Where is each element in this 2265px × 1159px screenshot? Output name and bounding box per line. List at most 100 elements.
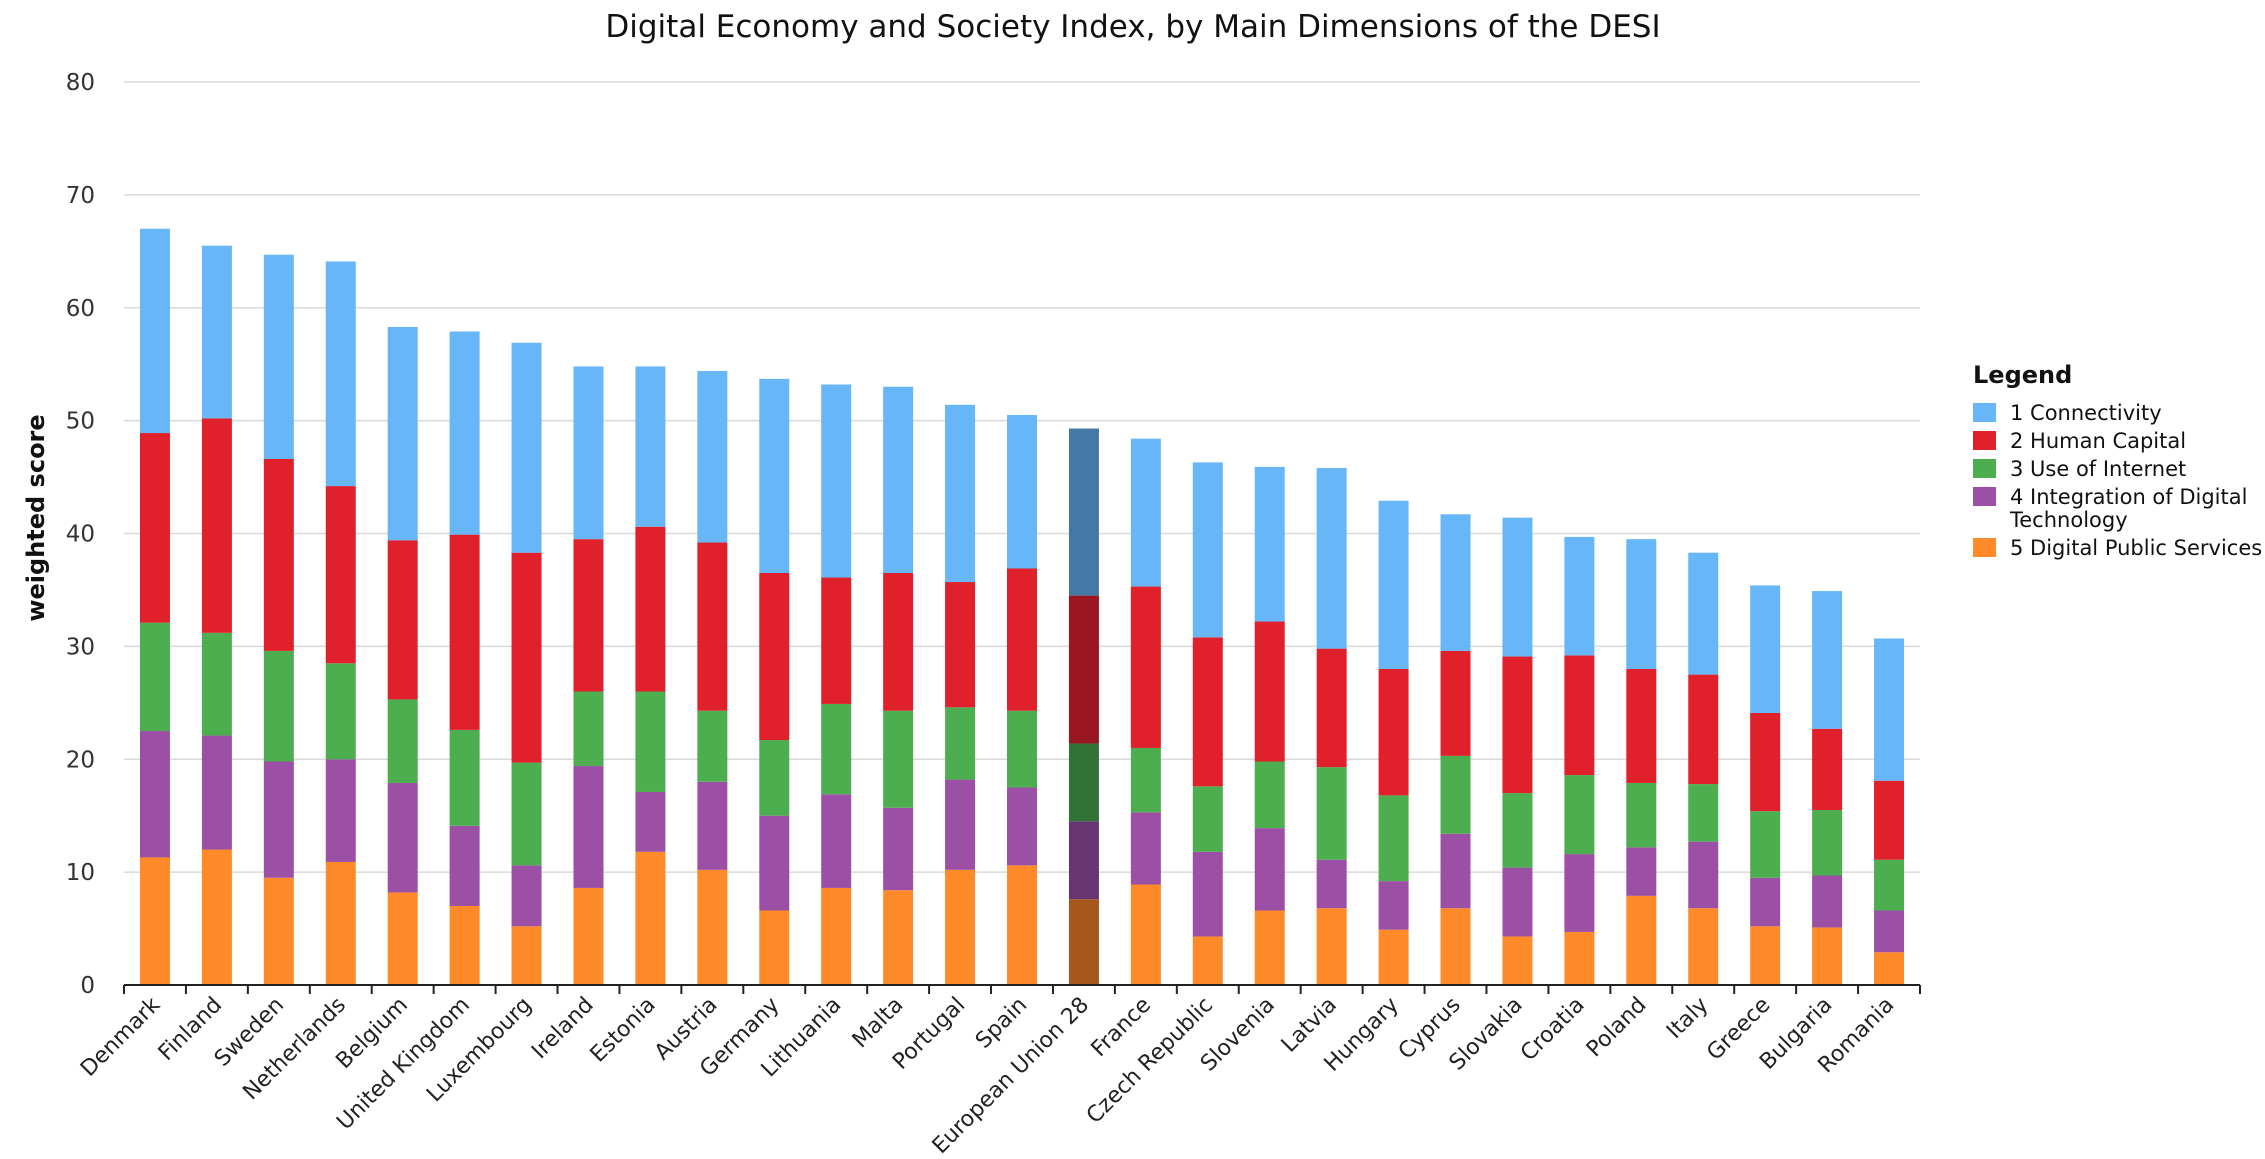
bar-italy-series-4: [1688, 674, 1719, 785]
bar-netherlands-series-3: [325, 663, 356, 760]
bar-united-kingdom-series-5: [449, 331, 480, 535]
x-tick-label: Spain: [971, 993, 1032, 1054]
bar-germany-series-1: [759, 910, 790, 985]
legend-entry: 2 Human Capital: [2010, 429, 2186, 453]
bar-ireland-series-3: [573, 691, 604, 767]
bar-france-series-1: [1130, 884, 1161, 985]
x-axis-ticks: DenmarkFinlandSwedenNetherlandsBelgiumUn…: [76, 992, 1899, 1159]
bar-netherlands-series-2: [325, 759, 356, 862]
y-tick-label-80: 80: [66, 70, 95, 96]
bar-germany-series-3: [759, 740, 790, 816]
bar-poland-series-1: [1626, 895, 1657, 985]
bar-luxembourg-series-4: [511, 552, 542, 763]
bar-poland-series-5: [1626, 539, 1657, 669]
bar-belgium-series-1: [387, 892, 418, 985]
bar-hungary-series-1: [1378, 929, 1409, 985]
bar-romania-series-1: [1874, 952, 1905, 985]
bar-malta-series-1: [883, 890, 914, 985]
x-tick-label: Poland: [1582, 993, 1652, 1063]
bar-finland-series-3: [201, 632, 232, 736]
bar-latvia-series-4: [1316, 648, 1347, 768]
y-axis-label: weighted score: [22, 414, 50, 621]
legend-entry: 1 Connectivity: [2010, 401, 2162, 425]
bar-slovakia-series-1: [1502, 936, 1533, 985]
bar-lithuania-series-1: [821, 887, 852, 985]
bar-estonia-series-1: [635, 851, 666, 985]
bar-luxembourg-series-3: [511, 762, 542, 866]
bar-austria-series-3: [697, 710, 728, 782]
bar-netherlands-series-4: [325, 486, 356, 664]
bar-estonia-series-3: [635, 691, 666, 792]
bar-belgium-series-5: [387, 326, 418, 541]
bar-malta-series-3: [883, 710, 914, 808]
bar-spain-series-4: [1007, 568, 1037, 711]
bar-malta-series-2: [883, 807, 914, 891]
bar-united-kingdom-series-4: [449, 534, 480, 730]
y-tick-label-50: 50: [66, 409, 95, 435]
y-tick-label-40: 40: [66, 522, 95, 548]
bar-slovenia-series-3: [1254, 761, 1285, 829]
bar-slovenia-series-2: [1254, 828, 1285, 911]
bar-austria-series-2: [697, 781, 728, 870]
x-tick-label: Italy: [1662, 993, 1713, 1044]
bar-hungary-series-2: [1378, 881, 1409, 930]
bar-greece-series-5: [1750, 585, 1781, 713]
x-axis: [123, 984, 1921, 994]
bar-united-kingdom-series-2: [449, 825, 480, 906]
bar-hungary-series-3: [1378, 795, 1409, 882]
bar-european-union-28-series-2: [1068, 821, 1099, 900]
bar-luxembourg-series-1: [511, 926, 542, 985]
y-tick-label-10: 10: [66, 860, 95, 886]
bar-denmark-series-3: [139, 622, 170, 732]
bar-romania-series-5: [1874, 638, 1905, 781]
bar-croatia-series-4: [1564, 655, 1595, 776]
bar-estonia-series-5: [635, 366, 666, 527]
y-tick-label-70: 70: [66, 183, 95, 209]
legend-swatch: [1973, 538, 1996, 557]
bar-italy-series-2: [1688, 841, 1719, 909]
legend-swatch: [1973, 431, 1996, 450]
bar-belgium-series-4: [387, 540, 418, 700]
bar-segments: [139, 228, 1905, 985]
bar-slovenia-series-1: [1254, 910, 1285, 985]
x-tick-label: Denmark: [76, 992, 165, 1081]
bar-croatia-series-3: [1564, 775, 1595, 855]
bar-lithuania-series-5: [821, 384, 852, 578]
bar-ireland-series-1: [573, 887, 604, 985]
bar-finland-series-1: [201, 849, 232, 985]
bar-european-union-28-series-1: [1068, 899, 1099, 985]
bar-slovakia-series-5: [1502, 517, 1533, 657]
bar-cyprus-series-4: [1440, 650, 1471, 756]
bar-european-union-28-series-5: [1068, 428, 1099, 596]
bar-ireland-series-4: [573, 539, 604, 692]
bar-spain-series-1: [1007, 865, 1037, 985]
bar-latvia-series-1: [1316, 908, 1347, 985]
bar-italy-series-5: [1688, 552, 1719, 675]
bar-spain-series-2: [1007, 787, 1037, 866]
bar-italy-series-3: [1688, 784, 1719, 842]
bar-belgium-series-2: [387, 782, 418, 893]
legend-entry: 4 Integration of Digital Technology: [2009, 485, 2247, 532]
bar-denmark-series-4: [139, 433, 170, 623]
bar-slovakia-series-3: [1502, 793, 1533, 868]
bar-greece-series-4: [1750, 712, 1781, 812]
y-tick-label-60: 60: [66, 296, 95, 322]
bar-romania-series-2: [1874, 910, 1905, 953]
bar-france-series-3: [1130, 747, 1161, 813]
bar-france-series-2: [1130, 812, 1161, 885]
legend: Legend 1 Connectivity 2 Human Capital 3 Us…: [1973, 361, 2262, 560]
bar-poland-series-4: [1626, 668, 1657, 783]
bar-poland-series-2: [1626, 847, 1657, 896]
bar-romania-series-4: [1874, 780, 1905, 860]
bar-france-series-4: [1130, 586, 1161, 748]
bar-sweden-series-5: [263, 254, 294, 460]
bar-united-kingdom-series-1: [449, 905, 480, 985]
bar-portugal-series-1: [945, 869, 976, 985]
bar-denmark-series-5: [139, 228, 170, 434]
bar-hungary-series-4: [1378, 668, 1409, 796]
bar-belgium-series-3: [387, 699, 418, 783]
bar-cyprus-series-3: [1440, 755, 1471, 834]
bar-croatia-series-1: [1564, 931, 1595, 985]
x-tick-label: Croatia: [1516, 993, 1590, 1067]
